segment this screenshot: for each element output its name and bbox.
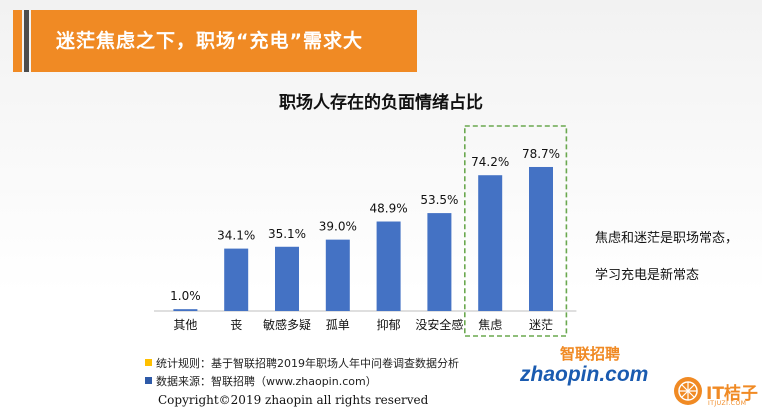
- data-label-2: 35.1%: [268, 227, 306, 241]
- chart-title: 职场人存在的负面情绪占比: [279, 93, 483, 113]
- bar-3: [325, 239, 350, 311]
- zhilian-logo-text: 智联招聘: [560, 345, 621, 363]
- bar-5: [427, 213, 452, 311]
- side-note-line1: 焦虑和迷茫是职场常态，: [595, 231, 739, 246]
- header-banner: [31, 10, 417, 72]
- legend-square-yellow: [145, 359, 152, 366]
- category-label-2: 敏感多疑: [263, 317, 311, 332]
- category-label-5: 没安全感: [415, 317, 463, 332]
- orange-icon: [674, 377, 702, 405]
- bar-7: [529, 166, 553, 311]
- category-label-1: 丧: [230, 318, 242, 332]
- highlight-box: [463, 125, 568, 337]
- it-juzi-logo: IT桔子: [706, 384, 758, 404]
- category-label-3: 孤单: [326, 318, 350, 332]
- it-juzi-url: ITJUZI.COM: [708, 400, 747, 407]
- side-note-line2: 学习充电是新常态: [595, 268, 700, 283]
- bar-1: [224, 248, 249, 311]
- zhaopin-logo: zhaopin.com: [520, 363, 649, 386]
- copyright: Copyright©2019 zhaopin all rights reserv…: [158, 393, 429, 407]
- header-accent-block: [13, 10, 22, 72]
- data-label-6: 74.2%: [471, 155, 509, 169]
- footer-rule: 统计规则：基于智联招聘2019年职场人年中问卷调查数据分析: [156, 357, 459, 370]
- header-accent-divider: [24, 10, 29, 72]
- bar-6: [478, 175, 503, 311]
- data-label-4: 48.9%: [370, 202, 408, 216]
- data-label-0: 1.0%: [170, 289, 201, 303]
- category-label-6: 焦虑: [478, 318, 502, 332]
- category-label-4: 抑郁: [377, 317, 401, 332]
- bar-4: [376, 221, 401, 311]
- footer-source: 数据来源：智联招聘（www.zhaopin.com）: [156, 375, 377, 388]
- category-label-0: 其他: [173, 318, 197, 332]
- data-label-7: 78.7%: [522, 147, 560, 161]
- data-label-3: 39.0%: [319, 220, 357, 234]
- header: 迷茫焦虑之下，职场“充电”需求大: [0, 0, 762, 78]
- bar-0: [173, 309, 198, 311]
- data-label-5: 53.5%: [420, 193, 458, 207]
- page-title: 迷茫焦虑之下，职场“充电”需求大: [56, 30, 363, 52]
- bar-2: [275, 246, 299, 311]
- legend-square-blue: [145, 377, 152, 384]
- data-label-1: 34.1%: [217, 229, 255, 243]
- category-label-7: 迷茫: [529, 318, 553, 332]
